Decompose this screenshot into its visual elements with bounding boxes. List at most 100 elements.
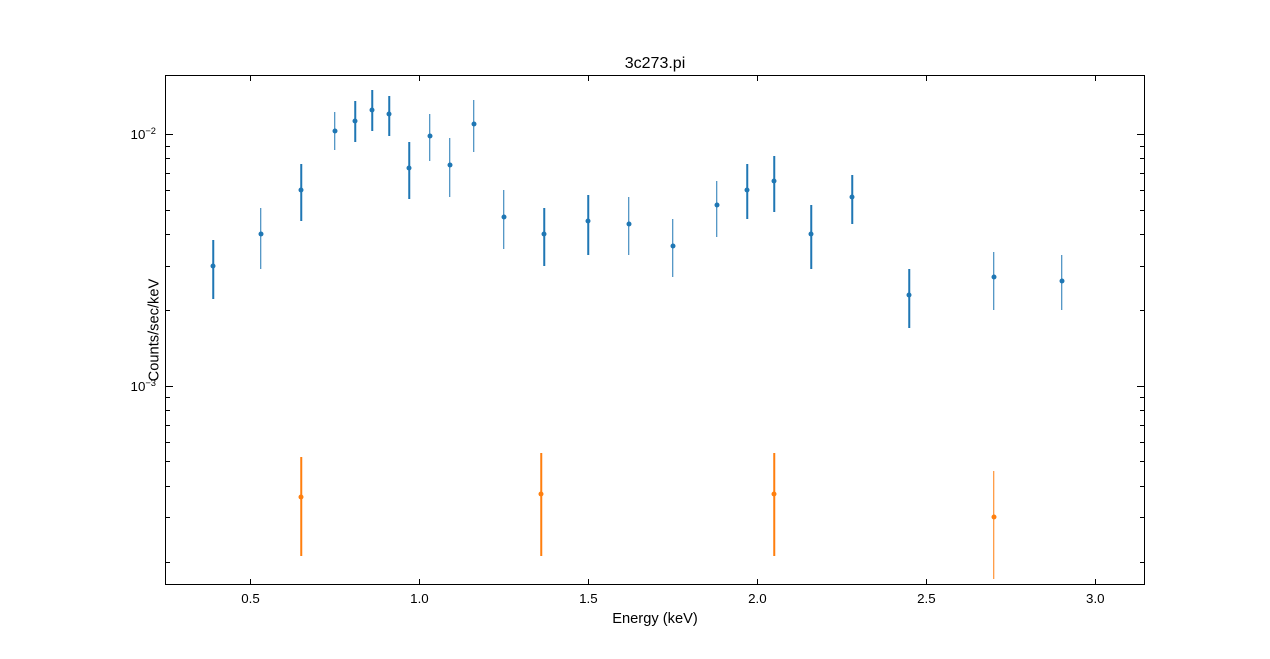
data-point xyxy=(991,515,996,520)
ytick-minor-right xyxy=(1140,410,1144,411)
xtick-mark-top xyxy=(1095,76,1096,81)
ytick-mark-right xyxy=(1137,386,1144,387)
chart-container: 0.51.01.52.02.53.010−310−2 3c273.pi Ener… xyxy=(165,75,1145,585)
ytick-minor-right xyxy=(1140,562,1144,563)
plot-area: 0.51.01.52.02.53.010−310−2 xyxy=(165,75,1145,585)
ytick-minor-right xyxy=(1140,442,1144,443)
error-bar xyxy=(540,453,542,556)
ytick-minor xyxy=(166,266,170,267)
ytick-minor xyxy=(166,397,170,398)
data-point xyxy=(850,195,855,200)
ytick-mark-right xyxy=(1137,134,1144,135)
xtick-label: 1.5 xyxy=(579,591,598,606)
data-point xyxy=(299,187,304,192)
ytick-minor xyxy=(166,146,170,147)
data-point xyxy=(907,292,912,297)
ytick-minor-right xyxy=(1140,517,1144,518)
xtick-mark xyxy=(1095,579,1096,584)
data-point xyxy=(626,221,631,226)
data-point xyxy=(447,163,452,168)
ytick-minor xyxy=(166,425,170,426)
error-bar xyxy=(811,205,813,269)
ytick-minor-right xyxy=(1140,190,1144,191)
data-point xyxy=(745,187,750,192)
xtick-mark-top xyxy=(419,76,420,81)
data-point xyxy=(387,112,392,117)
ytick-minor-right xyxy=(1140,158,1144,159)
error-bar xyxy=(774,453,776,556)
ytick-minor xyxy=(166,173,170,174)
ytick-minor-right xyxy=(1140,146,1144,147)
data-point xyxy=(370,107,375,112)
data-point xyxy=(670,243,675,248)
ytick-minor-right xyxy=(1140,310,1144,311)
ytick-minor xyxy=(166,158,170,159)
error-bar xyxy=(503,190,505,249)
ytick-minor-right xyxy=(1140,397,1144,398)
error-bar xyxy=(993,252,995,310)
data-point xyxy=(258,232,263,237)
data-point xyxy=(332,128,337,133)
xtick-label: 2.0 xyxy=(748,591,767,606)
xtick-mark xyxy=(588,579,589,584)
ytick-minor-right xyxy=(1140,234,1144,235)
xtick-label: 1.0 xyxy=(410,591,429,606)
xtick-mark-top xyxy=(588,76,589,81)
ytick-minor-right xyxy=(1140,173,1144,174)
ytick-minor xyxy=(166,562,170,563)
x-axis-label: Energy (keV) xyxy=(612,611,698,627)
ytick-minor xyxy=(166,190,170,191)
xtick-mark xyxy=(757,579,758,584)
error-bar xyxy=(213,240,215,300)
data-point xyxy=(772,179,777,184)
data-point xyxy=(353,118,358,123)
data-point xyxy=(427,134,432,139)
xtick-mark xyxy=(926,579,927,584)
ytick-minor-right xyxy=(1140,266,1144,267)
ytick-minor xyxy=(166,234,170,235)
y-axis-label: Counts/sec/keV xyxy=(146,279,162,382)
data-point xyxy=(586,219,591,224)
error-bar xyxy=(300,457,302,556)
data-point xyxy=(1059,279,1064,284)
data-point xyxy=(501,214,506,219)
ytick-minor xyxy=(166,310,170,311)
ytick-minor xyxy=(166,410,170,411)
data-point xyxy=(772,492,777,497)
xtick-label: 2.5 xyxy=(917,591,936,606)
error-bar xyxy=(716,181,718,237)
data-point xyxy=(471,121,476,126)
ytick-minor-right xyxy=(1140,210,1144,211)
data-point xyxy=(991,275,996,280)
error-bar xyxy=(628,197,630,255)
ytick-minor-right xyxy=(1140,461,1144,462)
xtick-mark-top xyxy=(757,76,758,81)
xtick-mark-top xyxy=(926,76,927,81)
xtick-mark xyxy=(419,579,420,584)
ytick-minor xyxy=(166,442,170,443)
ytick-label: 10−2 xyxy=(131,126,156,142)
error-bar xyxy=(774,156,776,212)
data-point xyxy=(299,495,304,500)
error-bar xyxy=(909,269,911,327)
error-bar xyxy=(300,164,302,221)
data-point xyxy=(211,263,216,268)
ytick-minor-right xyxy=(1140,486,1144,487)
data-point xyxy=(809,232,814,237)
xtick-label: 0.5 xyxy=(241,591,260,606)
error-bar xyxy=(588,195,590,255)
ytick-mark xyxy=(166,134,173,135)
error-bar xyxy=(260,208,262,270)
xtick-mark-top xyxy=(250,76,251,81)
data-point xyxy=(539,492,544,497)
chart-title: 3c273.pi xyxy=(625,55,686,73)
ytick-minor xyxy=(166,210,170,211)
ytick-minor xyxy=(166,486,170,487)
data-point xyxy=(542,232,547,237)
ytick-minor-right xyxy=(1140,425,1144,426)
data-point xyxy=(714,203,719,208)
ytick-mark xyxy=(166,386,173,387)
xtick-label: 3.0 xyxy=(1086,591,1105,606)
ytick-minor xyxy=(166,461,170,462)
xtick-mark xyxy=(250,579,251,584)
